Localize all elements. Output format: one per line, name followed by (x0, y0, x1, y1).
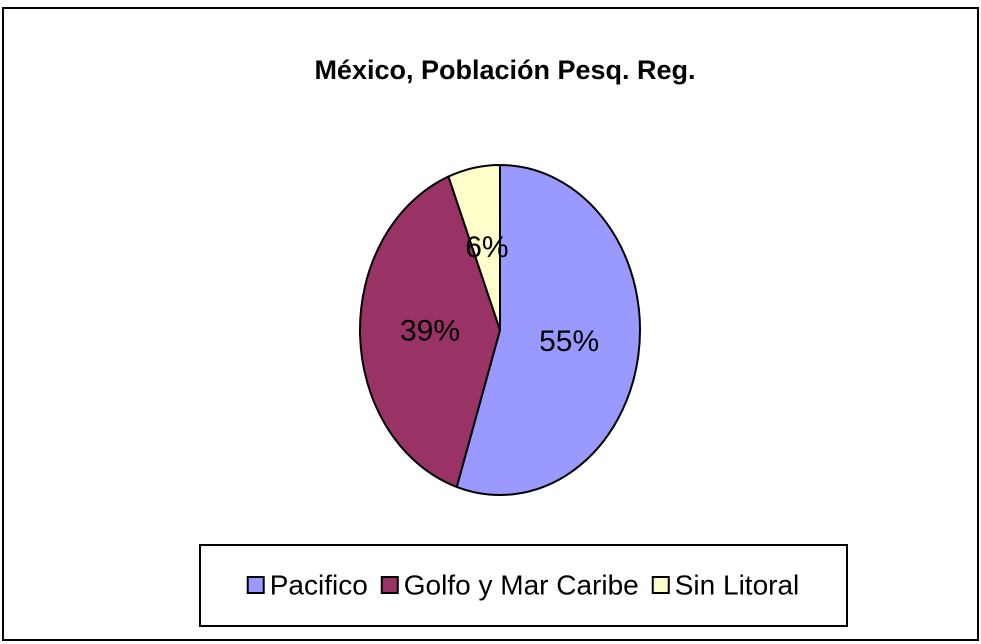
legend: Pacifico Golfo y Mar Caribe Sin Litoral (199, 544, 848, 627)
data-label: 6% (465, 231, 508, 264)
pie-slice (455, 163, 641, 496)
pie-slice (359, 175, 502, 489)
data-label: 55% (539, 325, 599, 358)
legend-label: Sin Litoral (675, 569, 800, 600)
legend-swatch (246, 576, 265, 594)
legend-box (199, 544, 848, 627)
legend-swatch (380, 576, 399, 594)
legend-swatch (651, 576, 670, 594)
legend-label: Golfo y Mar Caribe (404, 569, 639, 600)
data-label: 39% (400, 315, 460, 348)
pie-slice (447, 163, 501, 331)
chart-title: México, Población Pesq. Reg. (314, 55, 695, 85)
legend-label: Pacifico (270, 569, 368, 600)
